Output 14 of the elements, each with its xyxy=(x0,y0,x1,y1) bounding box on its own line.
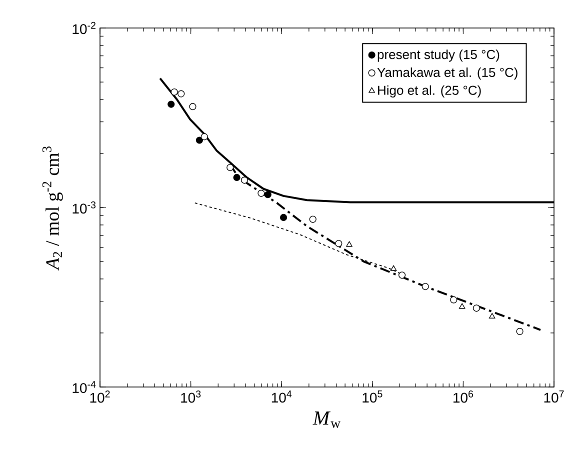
y-tick-label: 10$^{-2}$ xyxy=(72,22,96,34)
x-tick-label: 10$^{6}$ xyxy=(454,390,474,403)
legend-label: present study (15 °C) xyxy=(378,50,500,62)
y-tick-label: 10$^{-3}$ xyxy=(72,201,96,214)
x-tick-label: 10$^{2}$ xyxy=(90,390,110,403)
legend-label: Yamakawa et al. (15 °C) xyxy=(377,67,518,80)
y-tick-label: 10$^{-4}$ xyxy=(72,380,96,394)
x-tick-label: 10$^{3}$ xyxy=(181,390,201,403)
x-tick-label: 10$^{4}$ xyxy=(272,390,292,403)
x-tick-label: 10$^{7}$ xyxy=(544,390,564,403)
legend-label: Higo et al. (25 °C) xyxy=(378,85,481,98)
x-axis-title: M$_{w}$ xyxy=(312,412,341,428)
x-tick-label: 10$^{5}$ xyxy=(362,390,382,403)
y-axis-title: A$_{2}$ / mol g$^{-2}$ cm$^{3}$ xyxy=(42,146,63,271)
